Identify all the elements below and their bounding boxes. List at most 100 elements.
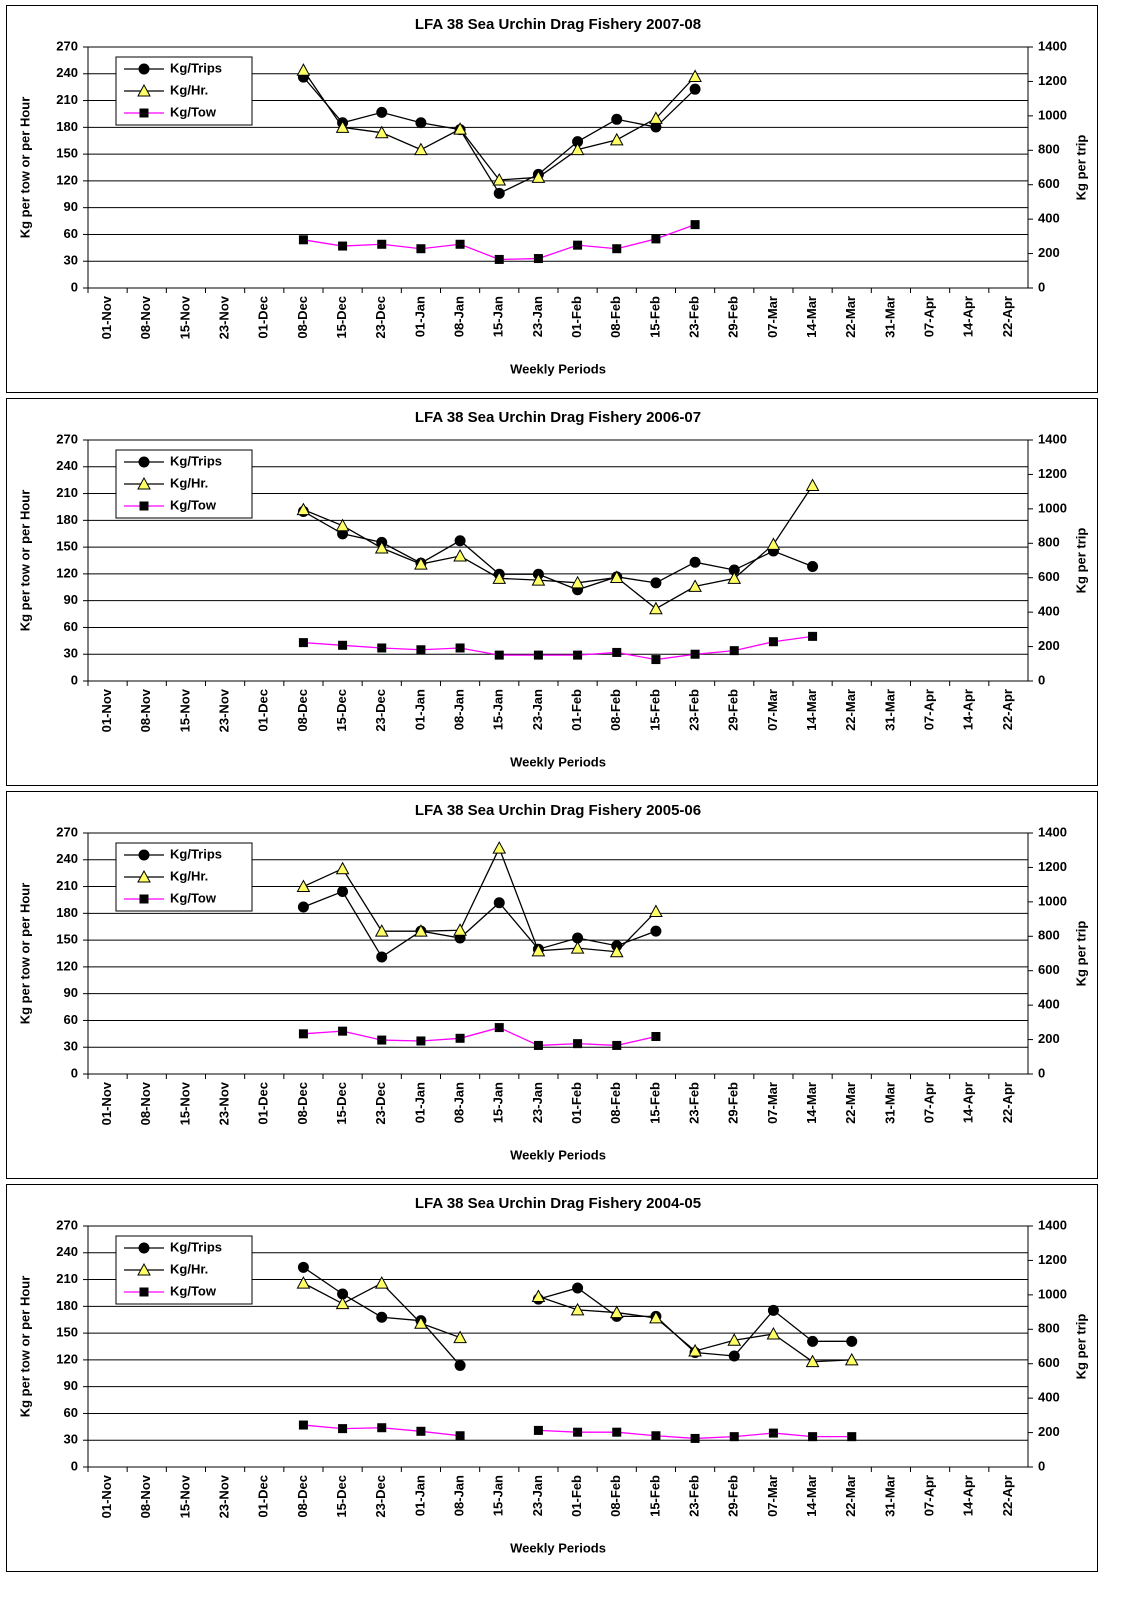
data-point <box>805 1354 820 1368</box>
x-tick-label: 15-Jan <box>491 1475 506 1516</box>
data-point <box>612 244 622 254</box>
y-tick-label: 0 <box>71 672 78 687</box>
x-tick-label: 08-Feb <box>608 296 623 338</box>
data-point <box>611 113 623 125</box>
data-point <box>453 923 467 936</box>
data-point <box>453 1330 467 1344</box>
data-point <box>533 1040 543 1050</box>
x-tick-label: 08-Nov <box>138 1474 153 1518</box>
x-tick-label: 29-Feb <box>726 1475 741 1517</box>
x-tick-label: 01-Nov <box>99 1081 114 1125</box>
x-tick-label: 14-Mar <box>804 1475 819 1517</box>
data-point <box>453 548 467 562</box>
y-tick-label: 90 <box>64 1378 78 1393</box>
x-tick-label: 08-Nov <box>138 1081 153 1125</box>
data-point <box>374 1276 389 1289</box>
x-tick-label: 23-Jan <box>530 689 545 730</box>
data-point <box>609 132 624 146</box>
x-tick-label: 14-Mar <box>804 689 819 731</box>
x-axis-label: Weekly Periods <box>510 1147 606 1162</box>
x-tick-label: 23-Nov <box>217 295 232 339</box>
x-tick-label: 15-Dec <box>334 689 349 732</box>
x-tick-label: 01-Jan <box>412 689 427 730</box>
legend-label: Kg/Trips <box>170 453 222 468</box>
data-point <box>808 631 818 641</box>
data-point <box>374 125 389 139</box>
x-tick-label: 22-Mar <box>843 1082 858 1124</box>
legend-label: Kg/Hr. <box>170 475 208 490</box>
y2-tick-label: 1400 <box>1038 824 1067 839</box>
y2-tick-label: 400 <box>1038 211 1060 226</box>
legend-marker <box>137 83 151 97</box>
y2-tick-label: 1000 <box>1038 107 1067 122</box>
y2-tick-label: 200 <box>1038 1424 1060 1439</box>
chart-panel: LFA 38 Sea Urchin Drag Fishery 2006-07 0 3… <box>6 398 1098 786</box>
y2-tick-label: 0 <box>1038 1458 1045 1473</box>
data-point <box>376 951 388 963</box>
x-tick-label: 07-Apr <box>922 689 937 730</box>
y2-tick-label: 1200 <box>1038 73 1067 88</box>
x-tick-label: 15-Jan <box>491 689 506 730</box>
y-tick-label: 60 <box>64 1012 78 1027</box>
x-tick-label: 29-Feb <box>726 296 741 338</box>
data-point <box>690 649 700 659</box>
x-tick-label: 31-Mar <box>882 1082 897 1124</box>
data-point <box>689 556 701 568</box>
data-point <box>493 897 505 909</box>
y2-tick-label: 1000 <box>1038 500 1067 515</box>
x-axis-label: Weekly Periods <box>510 754 606 769</box>
legend-label: Kg/Trips <box>170 1239 222 1254</box>
data-point <box>650 925 662 937</box>
data-point <box>338 241 348 251</box>
y-tick-label: 30 <box>64 1039 78 1054</box>
x-tick-label: 01-Jan <box>412 296 427 337</box>
x-tick-label: 15-Dec <box>334 1082 349 1125</box>
data-point <box>296 502 311 516</box>
x-tick-label: 07-Mar <box>765 296 780 338</box>
x-tick-label: 31-Mar <box>882 1475 897 1517</box>
series-line <box>303 1282 852 1363</box>
y-tick-label: 210 <box>56 92 78 107</box>
x-tick-label: 01-Feb <box>569 296 584 338</box>
x-tick-label: 07-Mar <box>765 1082 780 1124</box>
x-tick-label: 22-Mar <box>843 1475 858 1517</box>
y2-tick-label: 1400 <box>1038 1217 1067 1232</box>
x-tick-label: 15-Nov <box>177 1081 192 1125</box>
data-point <box>374 540 389 554</box>
y2-tick-label: 200 <box>1038 245 1060 260</box>
y-axis-label: Kg per tow or per Hour <box>17 883 32 1025</box>
y-tick-label: 150 <box>56 146 78 161</box>
y-tick-label: 270 <box>56 38 78 53</box>
y-tick-label: 0 <box>71 1065 78 1080</box>
x-tick-label: 15-Feb <box>647 1082 662 1124</box>
x-tick-label: 23-Dec <box>373 296 388 339</box>
data-point <box>298 235 308 245</box>
data-point <box>766 1326 781 1340</box>
y-tick-label: 270 <box>56 1217 78 1232</box>
x-tick-label: 23-Jan <box>530 1475 545 1516</box>
x-tick-label: 31-Mar <box>882 689 897 731</box>
y2-tick-label: 800 <box>1038 928 1060 943</box>
data-point <box>649 904 663 918</box>
legend: Kg/Trips Kg/Hr. Kg/Tow <box>115 56 253 126</box>
legend-marker <box>139 1287 149 1297</box>
data-point <box>335 861 350 875</box>
x-tick-label: 08-Jan <box>452 1082 467 1123</box>
y-tick-label: 240 <box>56 458 78 473</box>
data-point <box>609 570 624 583</box>
x-tick-label: 23-Jan <box>530 1082 545 1123</box>
data-point <box>570 1302 585 1316</box>
x-tick-label: 08-Dec <box>295 1475 310 1518</box>
y2-tick-label: 400 <box>1038 604 1060 619</box>
legend: Kg/Trips Kg/Hr. Kg/Tow <box>115 1235 253 1305</box>
y2-axis-label: Kg per trip <box>1073 528 1088 594</box>
chart-title: LFA 38 Sea Urchin Drag Fishery 2005-06 <box>415 802 701 819</box>
y-tick-label: 120 <box>56 565 78 580</box>
data-point <box>570 941 585 954</box>
data-point <box>494 254 504 264</box>
data-point <box>651 234 661 244</box>
x-tick-label: 08-Feb <box>608 1475 623 1517</box>
x-tick-label: 15-Jan <box>491 296 506 337</box>
x-tick-label: 01-Jan <box>412 1082 427 1123</box>
y2-tick-label: 200 <box>1038 638 1060 653</box>
